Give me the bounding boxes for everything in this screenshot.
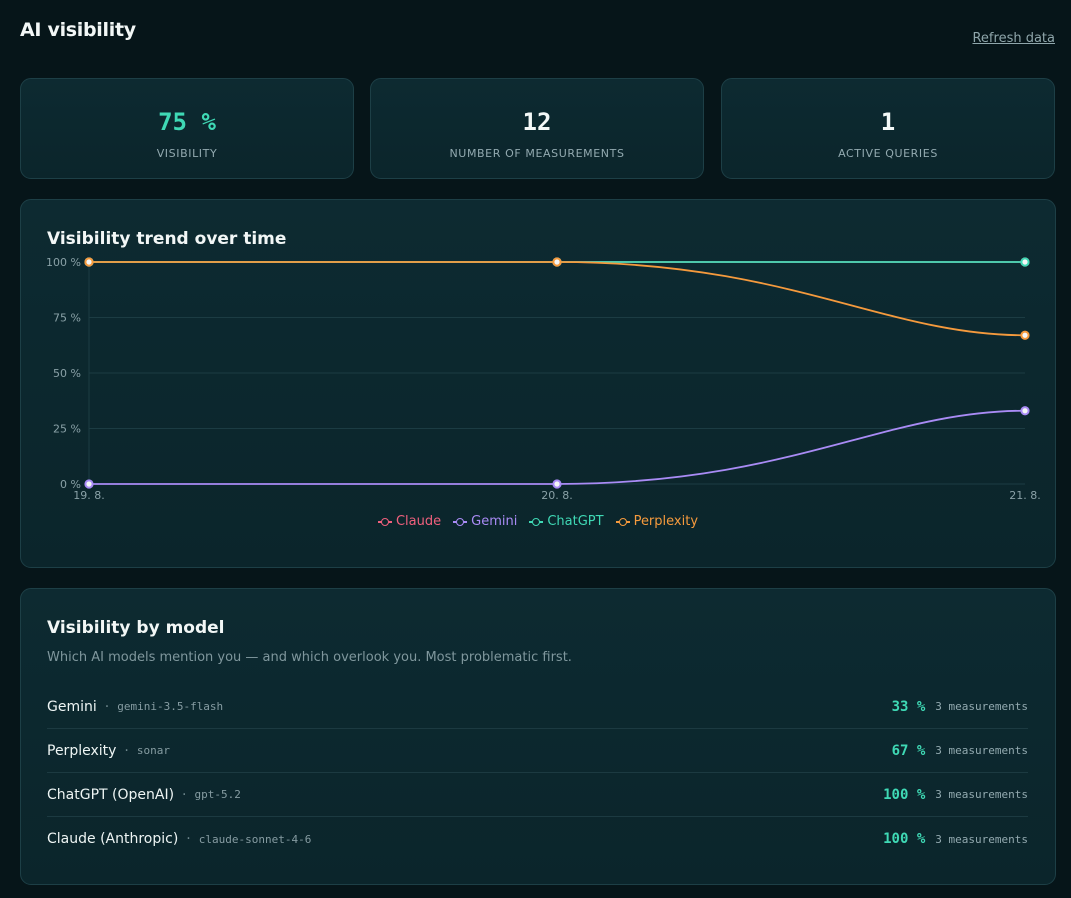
model-row: Gemini · gemini-3.5-flash 33 % 3 measure… — [47, 685, 1028, 729]
y-tick-label: 100 % — [46, 256, 81, 269]
stat-value: 1 — [880, 108, 896, 136]
stat-card-visibility: 75 % VISIBILITY — [20, 78, 354, 179]
y-tick-label: 75 % — [53, 312, 81, 325]
chart-legend: Claude Gemini ChatGPT Perplexity — [21, 514, 1055, 529]
model-section-subtitle: Which AI models mention you — and which … — [47, 650, 572, 665]
x-tick-label: 21. 8. — [1009, 489, 1041, 502]
stat-label: VISIBILITY — [156, 147, 218, 160]
stat-card-measurements: 12 NUMBER OF MEASUREMENTS — [370, 78, 704, 179]
series-line-perplexity — [89, 261, 1026, 337]
legend-label: Perplexity — [633, 514, 699, 529]
stat-value: 12 — [522, 108, 552, 136]
trend-chart-title: Visibility trend over time — [47, 229, 287, 249]
separator-dot: · — [124, 742, 129, 759]
model-id: gpt-5.2 — [194, 788, 241, 801]
legend-marker-icon — [377, 517, 392, 527]
model-measurement-count: 3 measurements — [935, 832, 1028, 846]
model-row: Perplexity · sonar 67 % 3 measurements — [47, 729, 1028, 773]
separator-dot: · — [186, 831, 191, 847]
y-tick-label: 0 % — [60, 478, 81, 491]
model-name: Perplexity — [47, 742, 117, 759]
data-point-chatgpt — [1020, 257, 1030, 267]
y-tick-label: 25 % — [53, 423, 81, 436]
legend-marker-icon — [453, 517, 468, 527]
separator-dot: · — [104, 698, 110, 715]
x-tick-label: 19. 8. — [73, 489, 105, 502]
refresh-data-link[interactable]: Refresh data — [972, 31, 1055, 46]
trend-chart: 0 % 25 % 50 % 75 % 100 % 19. 8. 20. 8. 21. 8. — [46, 256, 1041, 502]
legend-item-chatgpt[interactable]: ChatGPT — [529, 514, 604, 529]
model-measurement-count: 3 measurements — [935, 744, 1028, 757]
data-point-gemini — [84, 479, 94, 489]
series-line-gemini — [89, 409, 1026, 485]
legend-item-gemini[interactable]: Gemini — [453, 514, 517, 529]
stat-card-active-queries: 1 ACTIVE QUERIES — [721, 78, 1055, 179]
legend-item-claude[interactable]: Claude — [377, 514, 442, 529]
model-row: ChatGPT (OpenAI) · gpt-5.2 100 % 3 measu… — [47, 773, 1028, 817]
model-measurement-count: 3 measurements — [935, 788, 1028, 801]
legend-label: ChatGPT — [547, 514, 604, 529]
model-visibility-percent: 100 % — [883, 786, 926, 803]
model-section-title: Visibility by model — [47, 618, 225, 638]
stat-label: NUMBER OF MEASUREMENTS — [449, 147, 625, 160]
model-list: Gemini · gemini-3.5-flash 33 % 3 measure… — [47, 685, 1028, 861]
model-visibility-card: Visibility by model Which AI models ment… — [20, 588, 1056, 885]
legend-label: Claude — [395, 514, 442, 529]
separator-dot: · — [182, 786, 187, 803]
legend-marker-icon — [529, 517, 544, 527]
data-point-perplexity — [1020, 330, 1030, 340]
model-name: Claude (Anthropic) — [47, 831, 179, 847]
y-tick-label: 50 % — [53, 367, 81, 380]
model-measurement-count: 3 measurements — [935, 700, 1028, 713]
legend-item-perplexity[interactable]: Perplexity — [615, 514, 699, 529]
trend-chart-card: Visibility trend over time 0 % 25 % 50 % 75… — [20, 199, 1056, 568]
legend-marker-icon — [615, 517, 630, 527]
data-point-gemini — [1020, 406, 1030, 416]
model-visibility-percent: 67 % — [891, 742, 926, 759]
model-id: gemini-3.5-flash — [117, 700, 224, 713]
stat-label: ACTIVE QUERIES — [838, 147, 938, 160]
legend-label: Gemini — [471, 514, 518, 529]
x-tick-label: 20. 8. — [541, 489, 573, 502]
model-id: sonar — [136, 744, 170, 757]
stat-value: 75 % — [158, 108, 216, 136]
model-visibility-percent: 100 % — [883, 831, 926, 847]
model-name: Gemini — [47, 698, 97, 715]
data-point-perplexity — [84, 257, 94, 267]
page-title: AI visibility — [20, 19, 136, 41]
model-row: Claude (Anthropic) · claude-sonnet-4-6 1… — [47, 817, 1028, 861]
model-name: ChatGPT (OpenAI) — [47, 786, 175, 803]
data-point-perplexity — [552, 257, 562, 267]
model-visibility-percent: 33 % — [891, 698, 926, 715]
data-point-gemini — [552, 479, 562, 489]
model-id: claude-sonnet-4-6 — [198, 832, 312, 846]
